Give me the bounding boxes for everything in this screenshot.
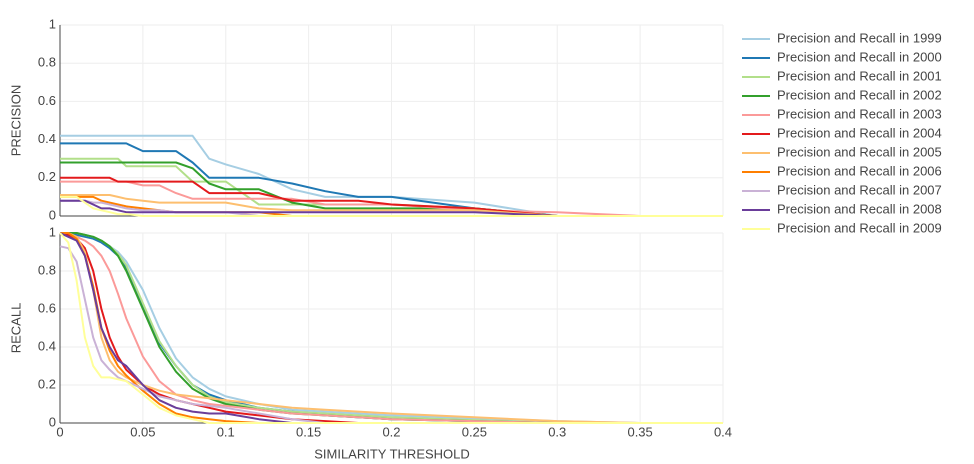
x-tick-label: 0.15 [296,424,321,439]
x-tick-label: 0.2 [382,424,400,439]
y-tick-label: 0 [49,414,56,429]
x-tick-label: 0.4 [714,424,732,439]
y-tick-label: 0.6 [38,300,56,315]
series-line [60,161,723,217]
legend-label: Precision and Recall in 2009 [777,220,942,235]
legend-item: Precision and Recall in 2002 [742,87,942,102]
x-tick-label: 0.25 [462,424,487,439]
legend-item: Precision and Recall in 2008 [742,201,942,216]
legend-label: Precision and Recall in 2007 [777,182,942,197]
y-tick-label: 0.6 [38,93,56,108]
legend-label: Precision and Recall in 2001 [777,68,942,83]
legend-item: Precision and Recall in 2001 [742,68,942,83]
series-line [60,195,723,217]
x-tick-label: 0 [56,424,63,439]
legend-label: Precision and Recall in 2002 [777,87,942,102]
series-line [60,199,723,217]
legend-item: Precision and Recall in 2007 [742,182,942,197]
series-line [59,232,723,424]
x-axis-title: SIMILARITY THRESHOLD [314,446,470,461]
legend-label: Precision and Recall in 1999 [777,30,942,45]
y-tick-label: 0.2 [38,169,56,184]
legend-item: Precision and Recall in 2000 [742,49,942,64]
y-tick-label: 1 [49,16,56,31]
legend-item: Precision and Recall in 2006 [742,163,942,178]
legend-label: Precision and Recall in 2006 [777,163,942,178]
y-tick-label: 0.4 [38,131,56,146]
y-axis-title: PRECISION [8,85,23,157]
x-tick-label: 0.3 [548,424,566,439]
series-line [59,232,723,424]
y-tick-label: 0.4 [38,338,56,353]
legend-label: Precision and Recall in 2000 [777,49,942,64]
legend-label: Precision and Recall in 2008 [777,201,942,216]
series-line [60,194,723,217]
legend-item: Precision and Recall in 1999 [742,30,942,45]
legend-item: Precision and Recall in 2005 [742,144,942,159]
y-tick-label: 1 [49,224,56,239]
series-line [60,176,723,217]
x-tick-label: 0.1 [217,424,235,439]
y-tick-label: 0 [49,207,56,222]
x-tick-label: 0.05 [130,424,155,439]
legend-label: Precision and Recall in 2003 [777,106,942,121]
y-axis-title: RECALL [8,303,23,354]
legend-item: Precision and Recall in 2009 [742,220,942,235]
legend-item: Precision and Recall in 2004 [742,125,942,140]
y-tick-label: 0.8 [38,262,56,277]
legend-item: Precision and Recall in 2003 [742,106,942,121]
legend-label: Precision and Recall in 2005 [777,144,942,159]
legend-label: Precision and Recall in 2004 [777,125,942,140]
x-tick-label: 0.35 [627,424,652,439]
series-line [60,142,723,217]
y-tick-label: 0.8 [38,55,56,70]
y-tick-label: 0.2 [38,376,56,391]
